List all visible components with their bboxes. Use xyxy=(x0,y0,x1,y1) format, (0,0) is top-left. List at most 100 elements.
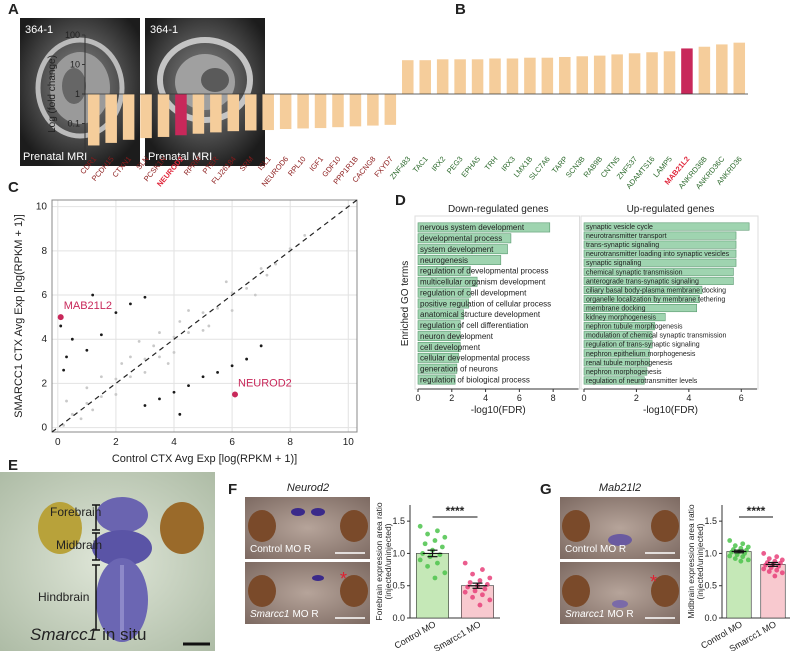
point xyxy=(99,333,103,337)
point xyxy=(85,348,89,352)
category-label: organelle localization by membrane tethe… xyxy=(586,296,725,303)
data-point xyxy=(487,597,493,603)
bar xyxy=(583,267,734,276)
point xyxy=(70,412,74,416)
bar xyxy=(87,94,100,146)
category-label: regulation of cell differentiation xyxy=(420,321,528,330)
bar xyxy=(611,54,623,94)
y-axis-label: Forebrain expression area ratio xyxy=(374,502,384,620)
y-axis-label: Enriched GO terms xyxy=(400,261,411,347)
y-tick-label: 0.1 xyxy=(67,119,80,129)
region-label: Forebrain xyxy=(50,505,101,519)
mri-image xyxy=(145,18,265,166)
category-label: neurotransmitter loading into synaptic v… xyxy=(586,251,730,258)
bar xyxy=(454,59,466,94)
data-point xyxy=(487,575,493,581)
x-tick-label: 2 xyxy=(113,437,119,448)
x-axis-label: Control CTX Avg Exp [log(RPKM + 1)] xyxy=(112,453,297,465)
bar xyxy=(417,298,469,309)
bar xyxy=(681,48,693,94)
x-tick-label: 0 xyxy=(415,393,420,403)
caption-text: in situ xyxy=(102,625,146,644)
point xyxy=(59,324,63,328)
tadpole-image xyxy=(245,497,370,624)
x-tick-label: 6 xyxy=(739,393,744,403)
data-point xyxy=(417,523,423,529)
point xyxy=(178,412,182,416)
x-tick-label: 4 xyxy=(171,437,177,448)
point xyxy=(137,340,141,343)
bar xyxy=(262,94,274,131)
category-label: kidney morphogenesis xyxy=(586,315,657,322)
bar xyxy=(192,94,205,134)
point xyxy=(224,280,228,284)
y-axis-label: Log (fold change) xyxy=(47,55,58,133)
point xyxy=(172,335,176,339)
tadpole-image xyxy=(560,497,680,624)
category-label: positive regulation of cellular process xyxy=(420,299,551,308)
data-point xyxy=(761,566,767,572)
significance-label: **** xyxy=(747,504,766,518)
y-tick-label: 0.0 xyxy=(704,613,717,623)
data-point xyxy=(738,558,744,564)
y-tick-label: 1.0 xyxy=(392,548,405,558)
point xyxy=(143,357,147,361)
bar xyxy=(646,52,658,94)
point xyxy=(187,384,190,387)
category-label: ciliary basal body-plasma membrane docki… xyxy=(586,287,726,294)
point xyxy=(178,320,182,323)
point xyxy=(85,401,89,405)
bar xyxy=(583,249,737,258)
bar xyxy=(417,233,512,244)
panel-label: F xyxy=(228,481,237,498)
x-tick-label: 6 xyxy=(517,393,522,403)
panel-label: E xyxy=(8,457,18,474)
y-tick-label: 1 xyxy=(75,89,80,99)
bar xyxy=(471,59,484,94)
data-point xyxy=(477,602,483,608)
data-point xyxy=(772,573,778,579)
category-label: anterograde trans-synaptic signaling xyxy=(586,278,699,285)
embryo-image xyxy=(0,472,215,651)
category-label: regulation of cell development xyxy=(420,288,527,297)
category-label: anatomical structure development xyxy=(420,310,541,319)
category-label: nervous system development xyxy=(420,223,525,232)
bar xyxy=(716,44,728,94)
data-point xyxy=(732,556,738,561)
bar xyxy=(663,51,676,94)
point xyxy=(158,397,161,401)
category-label: renal tubule morphogenesis xyxy=(586,360,673,367)
bar xyxy=(698,46,711,94)
region-label: Midbrain xyxy=(56,538,102,552)
x-tick-label: 4 xyxy=(483,393,488,403)
data-point xyxy=(732,543,738,549)
bar xyxy=(417,255,502,265)
y-axis-label: Midbrain expression area ratio xyxy=(686,504,696,619)
point xyxy=(114,311,118,315)
point xyxy=(91,408,95,412)
point xyxy=(259,344,263,348)
point xyxy=(201,311,205,315)
data-point xyxy=(472,588,478,594)
data-point xyxy=(470,571,475,577)
bar xyxy=(417,276,478,287)
x-tick-label: 4 xyxy=(686,393,691,403)
data-point xyxy=(462,560,468,566)
category-label: multicellular organism development xyxy=(420,278,546,287)
mri-image xyxy=(20,18,140,166)
data-point xyxy=(462,589,468,595)
category-label: regulation of developmental process xyxy=(420,267,549,276)
bar xyxy=(417,320,461,331)
gene-title: Neurod2 xyxy=(287,482,329,494)
category-label: synaptic vesicle cycle xyxy=(586,224,653,231)
bar xyxy=(417,363,458,374)
y-tick-label: 100 xyxy=(65,30,80,40)
point xyxy=(158,355,161,359)
point xyxy=(152,344,156,348)
data-point xyxy=(774,554,780,560)
category-label: neurogenesis xyxy=(420,256,468,265)
point xyxy=(91,293,95,297)
image-caption: Prenatal MRI xyxy=(148,151,212,163)
category-label: Smarcc1 MO xyxy=(432,619,482,651)
x-tick-label: 6 xyxy=(229,437,235,448)
